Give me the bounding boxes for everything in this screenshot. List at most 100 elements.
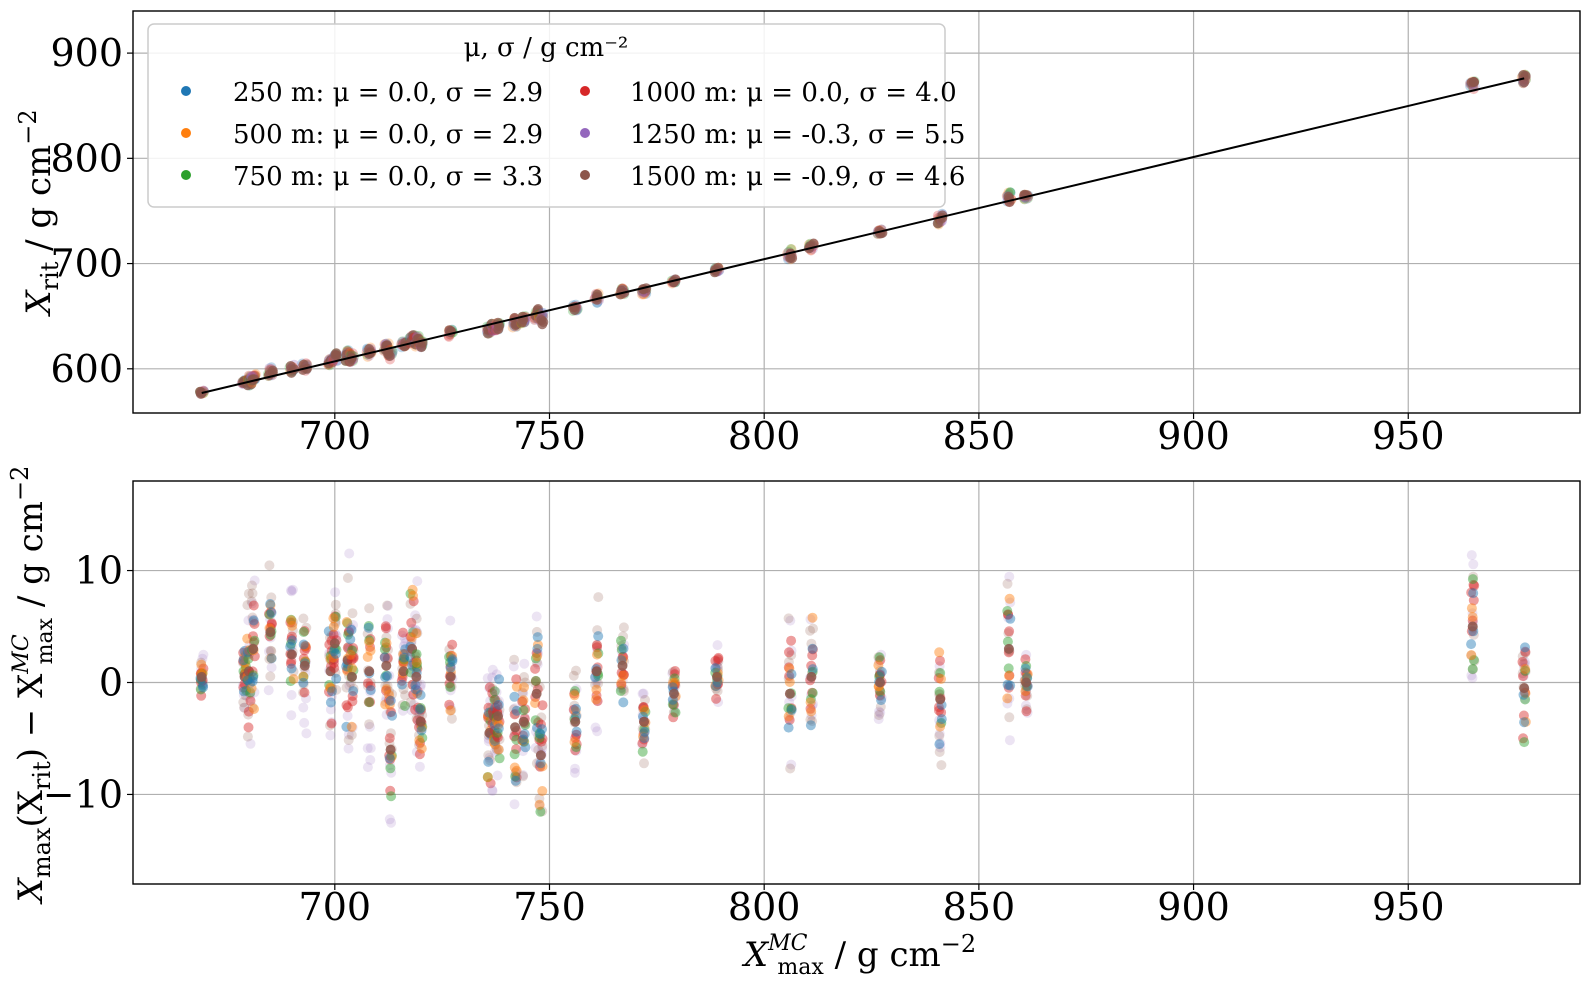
bottom-data-point [509,762,520,773]
bottom-data-point [511,705,522,716]
bottom-data-point [934,705,944,716]
bottom-data-point [668,675,679,686]
bottom-data-point [807,644,818,655]
bottom-data-point [590,679,601,690]
top-ylabel-exp: −2 [14,109,42,144]
top-xtick-label: 850 [943,414,1016,458]
bottom-data-point [346,649,356,660]
bottom-data-point [875,691,886,702]
bottom-data-point [415,690,426,700]
bottom-data-point [341,700,352,711]
bottom-data-point [298,687,309,698]
bottom-data-point [484,683,495,694]
bottom-data-point [348,686,359,697]
bottom-data-point [1002,636,1013,647]
bottom-data-point [1517,656,1528,667]
bottom-data-point [197,653,208,664]
bottom-data-point [638,702,648,713]
bottom-data-point [347,663,358,674]
legend-marker [580,170,590,180]
bottom-data-point [490,694,501,705]
bottom-data-point [264,609,275,620]
bottom-data-point [783,673,794,684]
bottom-data-point [343,735,354,745]
bottom-data-point [710,663,721,674]
bottom-data-point [637,703,648,714]
bottom-data-point [266,606,276,617]
bottom-data-point [1520,666,1531,677]
bottom-data-point [198,663,209,674]
bottom-data-point [238,682,249,693]
bottom-data-point [399,649,410,659]
bottom-data-point [518,730,528,741]
bottom-data-point [571,703,581,714]
bottom-data-point [517,687,528,698]
bottom-data-point [518,771,528,782]
bottom-data-point [1021,677,1032,688]
bottom-data-point [1020,663,1031,674]
bottom-data-point [616,635,626,646]
bottom-data-point [325,655,336,666]
bottom-data-point [331,673,342,684]
bottom-data-point [414,749,425,760]
bottom-data-point [408,689,419,700]
bottom-data-point [936,707,947,718]
legend-title: μ, σ / g cm⁻² [464,33,629,63]
bottom-data-point [411,657,422,668]
bottom-data-point [786,759,797,770]
bottom-data-point [488,737,499,748]
bottom-data-point [298,677,309,688]
bottom-data-point [517,735,528,746]
bottom-data-point [1020,686,1031,696]
bottom-data-point [286,631,297,642]
bottom-data-point [534,800,545,811]
legend-label: 1500 m: μ = -0.9, σ = 4.6 [630,162,965,192]
bottom-data-point [534,728,545,739]
bottom-ylabel-exp: −2 [6,466,34,501]
bottom-data-point [328,654,339,665]
bottom-data-point [1466,550,1477,561]
bottom-data-point [808,623,818,634]
bottom-data-point [807,643,818,654]
bottom-data-point [248,643,259,654]
bottom-data-point [571,729,582,740]
bottom-data-point [875,686,886,697]
bottom-data-point [571,684,582,695]
bottom-data-point [592,625,603,636]
bottom-data-point [592,646,603,657]
bottom-data-point [668,707,679,718]
bottom-data-point [249,575,260,586]
bottom-data-point [397,700,408,710]
bottom-data-point [511,772,522,783]
bottom-data-point [537,806,548,817]
bottom-data-point [670,666,681,676]
bottom-data-point [407,679,418,690]
bottom-data-point [1518,710,1529,721]
bottom-data-point [398,649,409,660]
bottom-data-point [381,632,392,643]
bottom-data-point [668,700,679,711]
bottom-data-point [638,702,649,712]
bottom-data-point [330,618,341,629]
bottom-data-point [243,722,254,733]
legend-marker [181,86,191,96]
bottom-ylabel: Xmax(Xrit) − XMCmax / g cm−2 [6,466,58,906]
bottom-data-point [1003,663,1014,674]
bottom-data-point [571,739,582,750]
bottom-data-point [874,706,884,717]
bottom-data-point [286,641,297,652]
bottom-data-point [325,697,336,708]
bottom-data-point [246,683,257,694]
bottom-data-point [492,697,503,708]
bottom-data-point [382,600,393,611]
top-xtick-label: 700 [299,414,372,458]
bottom-data-point [1021,704,1032,715]
bottom-data-point [669,706,680,717]
bottom-data-point [285,658,296,669]
bottom-data-point [348,653,359,664]
bottom-data-point [638,688,649,699]
bottom-data-point [345,623,356,634]
bottom-data-point [445,661,456,672]
bottom-data-point [1518,733,1529,744]
bottom-data-point [1020,700,1031,711]
